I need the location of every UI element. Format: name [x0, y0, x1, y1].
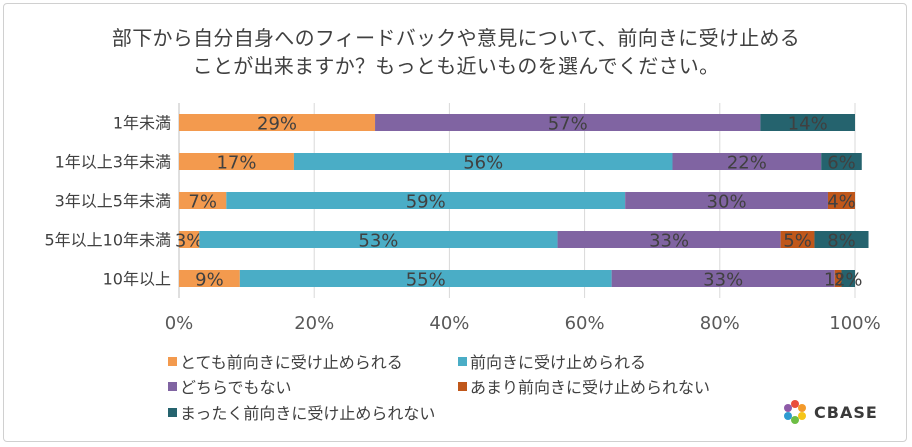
- data-label: 29%: [257, 114, 297, 135]
- legend-swatch: [168, 407, 177, 417]
- legend-swatch: [458, 381, 467, 391]
- brand-logo: CBASE: [782, 399, 878, 425]
- y-category-label: 1年以上3年未満: [55, 153, 171, 172]
- bar-segment: [226, 192, 626, 209]
- bar-segment: [375, 114, 761, 131]
- legend-item: 前向きに受け止められる: [458, 349, 646, 373]
- bar-segment: [179, 153, 294, 170]
- cbase-logo-icon: [784, 400, 806, 424]
- data-label: 33%: [649, 231, 689, 252]
- data-label: 56%: [463, 153, 503, 174]
- legend-item: とても前向きに受け止められる: [168, 349, 403, 373]
- y-category-label: 10年以上: [103, 270, 171, 289]
- bar-segment: [293, 153, 673, 170]
- data-label: 5%: [783, 231, 812, 252]
- chart-title: 部下から自分自身へのフィードバックや意見について、前向きに受け止める: [111, 26, 801, 50]
- data-label: 33%: [703, 270, 743, 291]
- x-tick-label: 80%: [700, 313, 740, 334]
- bar-segment: [672, 153, 822, 170]
- data-label: 59%: [406, 192, 446, 213]
- bar-segment: [841, 270, 855, 287]
- legend-label: あまり前向きに受け止められない: [470, 378, 711, 397]
- x-tick-label: 40%: [429, 313, 469, 334]
- data-label: 30%: [707, 192, 747, 213]
- data-label: 8%: [827, 231, 856, 252]
- bar-segment: [179, 192, 227, 209]
- bar-segment: [611, 270, 835, 287]
- legend-item: あまり前向きに受け止められない: [458, 374, 710, 398]
- bar-segment: [814, 231, 869, 248]
- bar-segment: [239, 270, 612, 287]
- data-label: 7%: [188, 192, 217, 213]
- bar-segment: [827, 192, 855, 209]
- y-category-label: 5年以上10年未満: [44, 231, 171, 250]
- y-category-label: 1年未満: [113, 114, 171, 133]
- bar-segment: [760, 114, 855, 131]
- data-label: 2%: [834, 270, 863, 291]
- bar-segment: [199, 231, 558, 248]
- chart-frame: [3, 3, 907, 442]
- legend-label: どちらでもない: [180, 378, 292, 397]
- bar-segment: [821, 153, 862, 170]
- legend-item: まったく前向きに受け止められない: [168, 400, 435, 424]
- legend-label: 前向きに受け止められる: [470, 353, 647, 372]
- legend-label: まったく前向きに受け止められない: [180, 404, 436, 423]
- bar-segment: [557, 231, 781, 248]
- chart-legend: とても前向きに受け止められる 前向きに受け止められるどちらでもない あまり前向きに受…: [168, 349, 768, 439]
- chart-subtitle: ことが出来ますか？もっとも近いものを選んでください。: [192, 54, 720, 78]
- data-label: 55%: [406, 270, 446, 291]
- bar-segment: [179, 270, 240, 287]
- data-label: 53%: [358, 231, 398, 252]
- bar-segment: [179, 231, 200, 248]
- data-label: 4%: [827, 192, 856, 213]
- x-tick-label: 100%: [829, 313, 880, 334]
- x-tick-label: 20%: [294, 313, 334, 334]
- legend-swatch: [168, 356, 177, 366]
- brand-name: CBASE: [814, 402, 878, 422]
- y-category-label: 3年以上5年未満: [55, 192, 171, 211]
- data-label: 57%: [548, 114, 588, 135]
- x-tick-label: 0%: [165, 313, 194, 334]
- bar-segment: [625, 192, 828, 209]
- legend-swatch: [458, 356, 467, 366]
- data-label: 6%: [827, 153, 856, 174]
- data-label: 14%: [788, 114, 828, 135]
- data-label: 17%: [216, 153, 256, 174]
- bar-segment: [834, 270, 842, 287]
- bar-segment: [179, 114, 376, 131]
- bar-segment: [780, 231, 815, 248]
- x-tick-label: 60%: [565, 313, 605, 334]
- legend-swatch: [168, 381, 177, 391]
- data-label: 9%: [195, 270, 224, 291]
- data-label: 3%: [175, 231, 204, 252]
- legend-label: とても前向きに受け止められる: [180, 353, 403, 372]
- legend-item: どちらでもない: [168, 374, 292, 398]
- data-label: 22%: [727, 153, 767, 174]
